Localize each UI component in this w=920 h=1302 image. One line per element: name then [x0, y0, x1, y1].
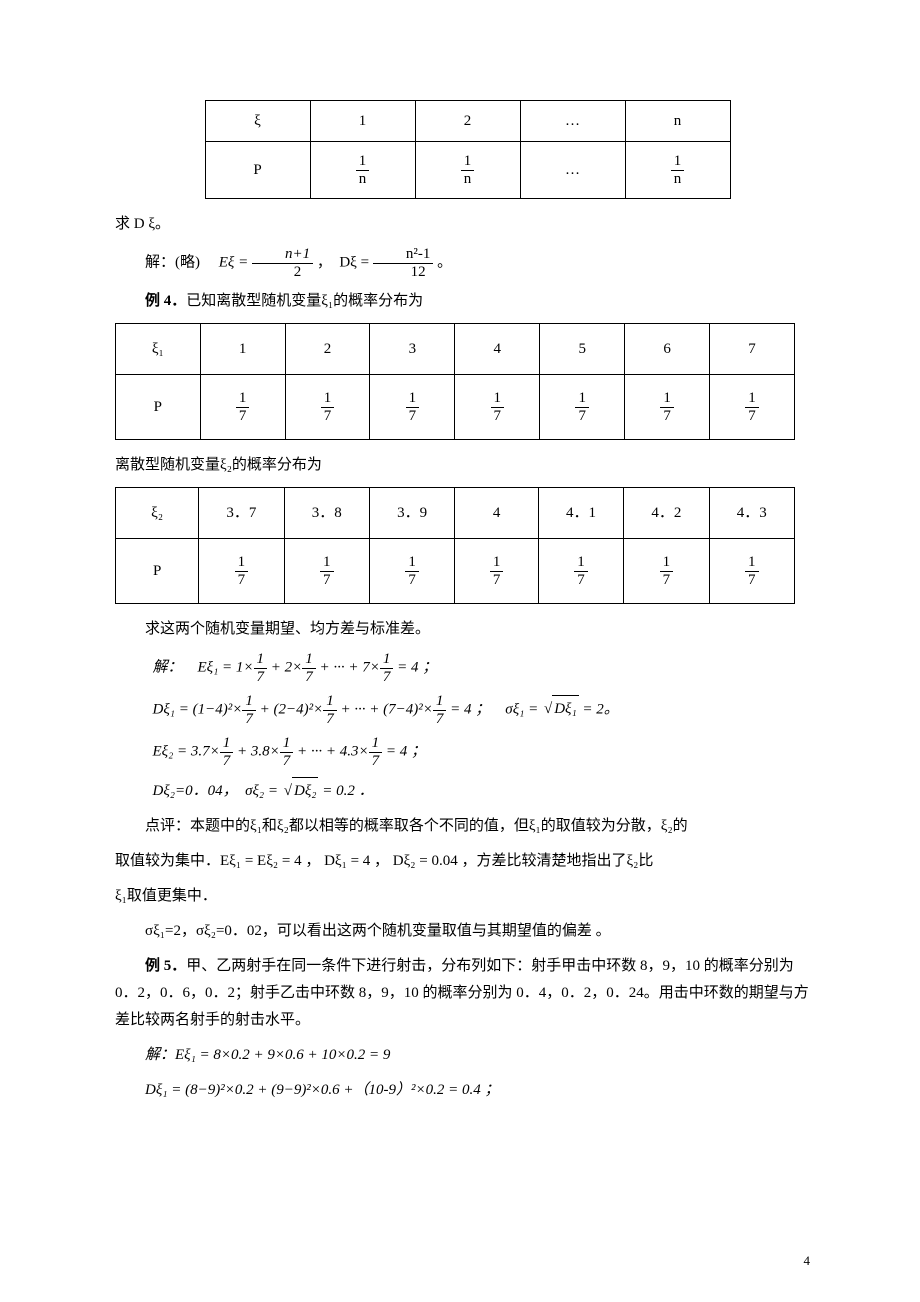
t1-p3: …: [520, 142, 625, 199]
distribution-table-xi2: ξ₂ 3．7 3．8 3．9 4 4．1 4．2 4．3 P 17 17 17 …: [115, 487, 795, 604]
sol5-line2: Dξ₁ = (8−9)²×0.2 + (9−9)²×0.6 +（10-9）²×0…: [115, 1077, 820, 1104]
example-4-heading: 例 4．已知离散型随机变量ξ₁的概率分布为: [115, 288, 820, 315]
question-dxi: 求 D ξ。: [115, 211, 820, 238]
sol4-line2: Dξ₁ = (1−4)²×17 + (2−4)²×17 + ··· + (7−4…: [153, 693, 821, 727]
sol4-line4: Dξ₂=0．04， σξ₂ = Dξ₂ = 0.2 ．: [153, 777, 821, 805]
sol4-line1: 解： Eξ₁ = 1×17 + 2×17 + ··· + 7×17 = 4 ；: [153, 651, 821, 685]
comment-p4: σξ₁=2，σξ₂=0．02，可以看出这两个随机变量取值与其期望值的偏差 。: [115, 918, 820, 945]
sol5-line1: 解：Eξ₁ = 8×0.2 + 9×0.6 + 10×0.2 = 9: [115, 1042, 820, 1069]
example-5-heading: 例 5．甲、乙两射手在同一条件下进行射击，分布列如下：射手甲击中环数 8，9，1…: [115, 953, 820, 1034]
t1-p2: 1n: [415, 142, 520, 199]
solution-4: 解： Eξ₁ = 1×17 + 2×17 + ··· + 7×17 = 4 ； …: [153, 651, 821, 805]
comment-p3: ξ₁取值更集中．: [115, 883, 820, 910]
t1-h3: …: [520, 101, 625, 142]
t1-h2: 2: [415, 101, 520, 142]
t1-plabel: P: [205, 142, 310, 199]
sol4-line3: Eξ₂ = 3.7×17 + 3.8×17 + ··· + 4.3×17 = 4…: [153, 735, 821, 769]
ex4-question: 求这两个随机变量期望、均方差与标准差。: [115, 616, 820, 643]
comment-p1: 点评：本题中的ξ₁和ξ₂都以相等的概率取各个不同的值，但ξ₁的取值较为分散，ξ₂…: [115, 813, 820, 840]
distribution-table-xi1: ξ₁ 1 2 3 4 5 6 7 P 17 17 17 17 17 17 17: [115, 323, 795, 440]
t1-h4: n: [625, 101, 730, 142]
t1-p1: 1n: [310, 142, 415, 199]
t1-p4: 1n: [625, 142, 730, 199]
t1-h1: 1: [310, 101, 415, 142]
distribution-table-n: ξ 1 2 … n P 1n 1n … 1n: [205, 100, 731, 199]
solution-3: 解：(略) Eξ = n+12 ， Dξ = n²-112 。: [115, 246, 820, 280]
page-number: 4: [804, 1249, 811, 1272]
mid-text: 离散型随机变量ξ₂的概率分布为: [115, 452, 820, 479]
comment-p2: 取值较为集中．Eξ₁ = Eξ₂ = 4 ， Dξ₁ = 4 ， Dξ₂ = 0…: [115, 848, 820, 875]
t1-h0: ξ: [205, 101, 310, 142]
